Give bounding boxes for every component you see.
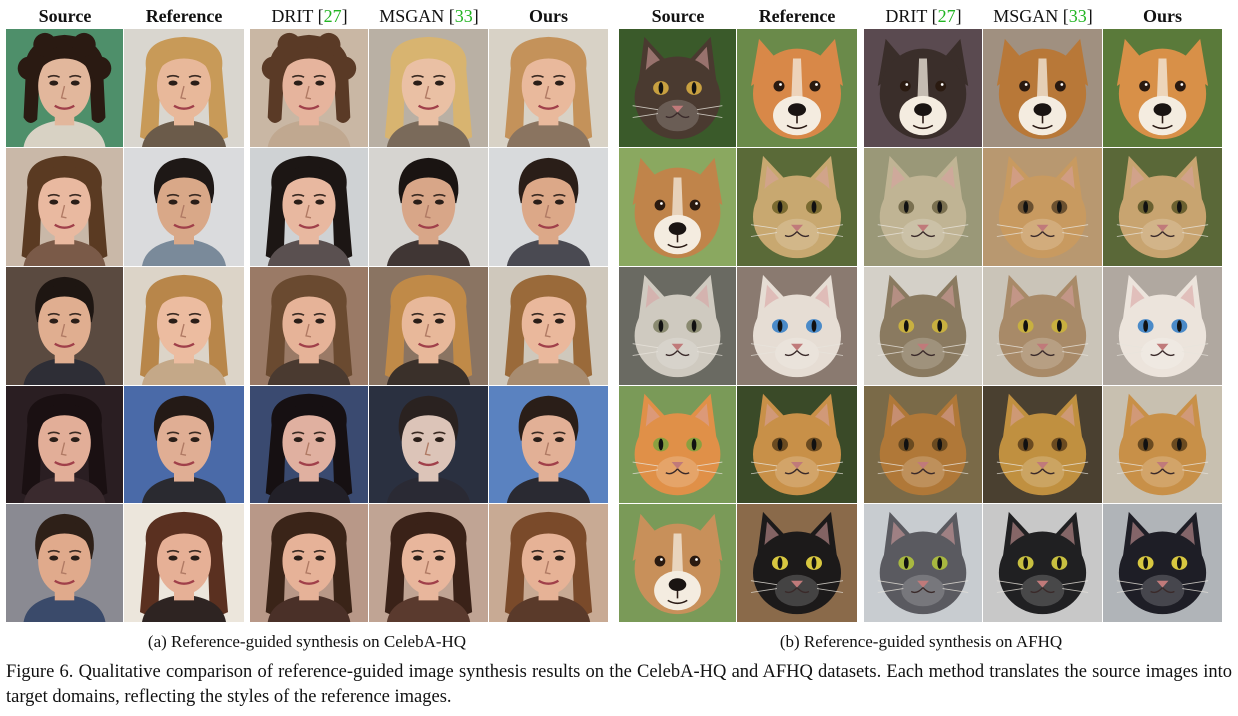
celeba-source-image-row-2 xyxy=(6,148,123,266)
subcaption-b: (b) Reference-guided synthesis on AFHQ xyxy=(779,632,1063,651)
celeba-ours-image-row-1 xyxy=(489,29,608,147)
header-celeba-source: Source xyxy=(38,6,92,26)
celeba-ours-image-row-2 xyxy=(489,148,608,266)
afhq-msgan-image-row-2 xyxy=(983,148,1102,266)
celeba-ours-image-row-5 xyxy=(489,504,608,622)
afhq-ours-image-row-3 xyxy=(1103,267,1222,385)
celeba-reference-image-row-1 xyxy=(124,29,244,147)
celeba-msgan-image-row-2 xyxy=(369,148,488,266)
celeba-drit-image-row-3 xyxy=(250,267,368,385)
celeba-reference-image-row-3 xyxy=(124,267,244,385)
celeba-msgan-image-row-5 xyxy=(369,504,488,622)
afhq-drit-image-row-1 xyxy=(864,29,982,147)
header-celeba-drit: DRIT [27] xyxy=(271,6,348,26)
header-celeba-ours: Ours xyxy=(528,6,568,26)
celeba-drit-image-row-1 xyxy=(250,29,368,147)
afhq-source-image-row-5 xyxy=(619,504,736,622)
afhq-ours-image-row-4 xyxy=(1103,386,1222,503)
citation-link[interactable]: 33 xyxy=(1068,6,1087,26)
afhq-msgan-image-row-5 xyxy=(983,504,1102,622)
celeba-drit-image-row-5 xyxy=(250,504,368,622)
afhq-drit-image-row-3 xyxy=(864,267,982,385)
figure-caption: Figure 6. Qualitative comparison of refe… xyxy=(6,662,1232,707)
header-afhq-drit: DRIT [27] xyxy=(885,6,962,26)
afhq-reference-image-row-4 xyxy=(737,386,857,503)
citation-link[interactable]: 27 xyxy=(323,6,342,26)
afhq-reference-image-row-1 xyxy=(737,29,857,147)
celeba-drit-image-row-4 xyxy=(250,386,368,503)
subcaption-a: (a) Reference-guided synthesis on CelebA… xyxy=(147,632,467,651)
afhq-drit-image-row-2 xyxy=(864,148,982,266)
afhq-msgan-image-row-4 xyxy=(983,386,1102,503)
celeba-msgan-image-row-1 xyxy=(369,29,488,147)
afhq-ours-image-row-5 xyxy=(1103,504,1222,622)
header-afhq-reference: Reference xyxy=(758,6,836,26)
celeba-msgan-image-row-3 xyxy=(369,267,488,385)
header-celeba-msgan: MSGAN [33] xyxy=(379,6,479,26)
celeba-drit-image-row-2 xyxy=(250,148,368,266)
afhq-reference-image-row-5 xyxy=(737,504,857,622)
celeba-source-image-row-3 xyxy=(6,267,123,385)
afhq-source-image-row-2 xyxy=(619,148,736,266)
afhq-msgan-image-row-1 xyxy=(983,29,1102,147)
header-afhq-msgan: MSGAN [33] xyxy=(993,6,1093,26)
header-afhq-ours: Ours xyxy=(1142,6,1182,26)
afhq-source-image-row-3 xyxy=(619,267,736,385)
afhq-ours-image-row-2 xyxy=(1103,148,1222,266)
celeba-reference-image-row-2 xyxy=(124,148,244,266)
afhq-reference-image-row-3 xyxy=(737,267,857,385)
afhq-reference-image-row-2 xyxy=(737,148,857,266)
header-afhq-source: Source xyxy=(651,6,705,26)
afhq-source-image-row-4 xyxy=(619,386,736,503)
afhq-drit-image-row-4 xyxy=(864,386,982,503)
celeba-reference-image-row-4 xyxy=(124,386,244,503)
celeba-msgan-image-row-4 xyxy=(369,386,488,503)
afhq-ours-image-row-1 xyxy=(1103,29,1222,147)
celeba-ours-image-row-4 xyxy=(489,386,608,503)
celeba-reference-image-row-5 xyxy=(124,504,244,622)
afhq-drit-image-row-5 xyxy=(864,504,982,622)
celeba-source-image-row-1 xyxy=(6,29,123,147)
header-celeba-reference: Reference xyxy=(145,6,223,26)
citation-link[interactable]: 33 xyxy=(454,6,473,26)
afhq-source-image-row-1 xyxy=(619,29,736,147)
celeba-ours-image-row-3 xyxy=(489,267,608,385)
citation-link[interactable]: 27 xyxy=(937,6,956,26)
afhq-msgan-image-row-3 xyxy=(983,267,1102,385)
celeba-source-image-row-5 xyxy=(6,504,123,622)
celeba-source-image-row-4 xyxy=(6,386,123,503)
